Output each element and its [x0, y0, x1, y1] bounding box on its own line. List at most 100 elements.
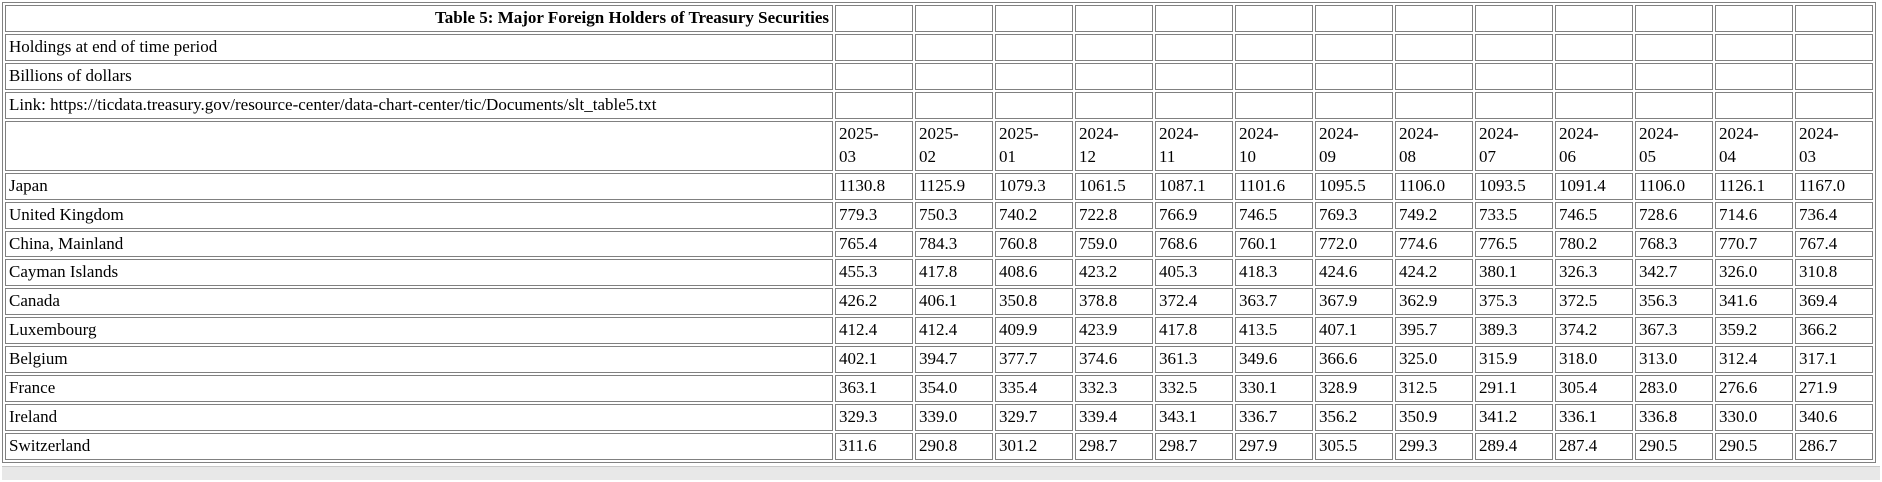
- value-cell: 310.8: [1795, 259, 1873, 287]
- value-cell: 1079.3: [995, 172, 1073, 200]
- empty-cell: [835, 62, 913, 90]
- value-cell: 305.5: [1315, 433, 1393, 460]
- value-cell: 746.5: [1235, 201, 1313, 229]
- value-cell: 1087.1: [1155, 172, 1233, 200]
- value-cell: 340.6: [1795, 404, 1873, 432]
- value-cell: 343.1: [1155, 404, 1233, 432]
- empty-cell: [1155, 33, 1233, 61]
- value-cell: 424.2: [1395, 259, 1473, 287]
- value-cell: 361.3: [1155, 346, 1233, 374]
- value-cell: 332.5: [1155, 375, 1233, 403]
- value-cell: 286.7: [1795, 433, 1873, 460]
- value-cell: 312.4: [1715, 346, 1793, 374]
- value-cell: 418.3: [1235, 259, 1313, 287]
- value-cell: 455.3: [835, 259, 913, 287]
- value-cell: 394.7: [915, 346, 993, 374]
- value-cell: 714.6: [1715, 201, 1793, 229]
- value-cell: 318.0: [1555, 346, 1633, 374]
- value-cell: 326.3: [1555, 259, 1633, 287]
- empty-cell: [1715, 91, 1793, 119]
- value-cell: 423.9: [1075, 317, 1153, 345]
- value-cell: 326.0: [1715, 259, 1793, 287]
- table-title: Table 5: Major Foreign Holders of Treasu…: [5, 5, 833, 32]
- empty-cell: [1475, 5, 1553, 32]
- empty-cell: [1315, 91, 1393, 119]
- empty-cell: [1395, 33, 1473, 61]
- empty-cell: [1635, 5, 1713, 32]
- value-cell: 298.7: [1155, 433, 1233, 460]
- value-cell: 374.6: [1075, 346, 1153, 374]
- value-cell: 336.8: [1635, 404, 1713, 432]
- value-cell: 329.3: [835, 404, 913, 432]
- value-cell: 301.2: [995, 433, 1073, 460]
- value-cell: 417.8: [915, 259, 993, 287]
- value-cell: 1091.4: [1555, 172, 1633, 200]
- row-label: Switzerland: [5, 433, 833, 460]
- row-label: Canada: [5, 288, 833, 316]
- value-cell: 409.9: [995, 317, 1073, 345]
- value-cell: 749.2: [1395, 201, 1473, 229]
- value-cell: 330.0: [1715, 404, 1793, 432]
- empty-cell: [1555, 33, 1633, 61]
- value-cell: 768.3: [1635, 230, 1713, 258]
- empty-cell: [1155, 5, 1233, 32]
- value-cell: 377.7: [995, 346, 1073, 374]
- value-cell: 776.5: [1475, 230, 1553, 258]
- empty-cell: [1795, 62, 1873, 90]
- empty-cell: [1555, 91, 1633, 119]
- value-cell: 760.1: [1235, 230, 1313, 258]
- value-cell: 423.2: [1075, 259, 1153, 287]
- data-row-united-kingdom: United Kingdom 779.3 750.3 740.2 722.8 766.9 7…: [5, 201, 1873, 229]
- value-cell: 766.9: [1155, 201, 1233, 229]
- empty-cell: [1235, 91, 1313, 119]
- empty-cell: [835, 33, 913, 61]
- empty-cell: [1395, 5, 1473, 32]
- empty-cell: [995, 33, 1073, 61]
- value-cell: 768.6: [1155, 230, 1233, 258]
- value-cell: 405.3: [1155, 259, 1233, 287]
- data-body: Japan 1130.8 1125.9 1079.3 1061.5 1087.1 1101.…: [5, 172, 1873, 460]
- value-cell: 760.8: [995, 230, 1073, 258]
- corner-cell: [5, 120, 833, 171]
- value-cell: 1106.0: [1395, 172, 1473, 200]
- value-cell: 311.6: [835, 433, 913, 460]
- link-row: Link: https://ticdata.treasury.gov/resou…: [5, 91, 1873, 119]
- value-cell: 369.4: [1795, 288, 1873, 316]
- column-header-2024-04: 2024- 04: [1715, 120, 1793, 171]
- data-row-belgium: Belgium 402.1 394.7 377.7 374.6 361.3 349.6 366…: [5, 346, 1873, 374]
- value-cell: 372.4: [1155, 288, 1233, 316]
- treasury-holders-table: Table 5: Major Foreign Holders of Treasu…: [2, 2, 1876, 463]
- value-cell: 740.2: [995, 201, 1073, 229]
- value-cell: 305.4: [1555, 375, 1633, 403]
- data-row-switzerland: Switzerland 311.6 290.8 301.2 298.7 298.7 297.…: [5, 433, 1873, 460]
- data-row-china-mainland: China, Mainland 765.4 784.3 760.8 759.0 768.6…: [5, 230, 1873, 258]
- column-header-2024-05: 2024- 05: [1635, 120, 1713, 171]
- value-cell: 349.6: [1235, 346, 1313, 374]
- bottom-edge-strip: [2, 466, 1880, 480]
- column-header-2025-02: 2025- 02: [915, 120, 993, 171]
- column-header-2025-03: 2025- 03: [835, 120, 913, 171]
- data-row-canada: Canada 426.2 406.1 350.8 378.8 372.4 363.7 367.…: [5, 288, 1873, 316]
- row-label: Japan: [5, 172, 833, 200]
- value-cell: 389.3: [1475, 317, 1553, 345]
- empty-cell: [915, 33, 993, 61]
- data-row-france: France 363.1 354.0 335.4 332.3 332.5 330.1 328.…: [5, 375, 1873, 403]
- value-cell: 289.4: [1475, 433, 1553, 460]
- value-cell: 359.2: [1715, 317, 1793, 345]
- value-cell: 363.7: [1235, 288, 1313, 316]
- value-cell: 372.5: [1555, 288, 1633, 316]
- value-cell: 367.3: [1635, 317, 1713, 345]
- value-cell: 354.0: [915, 375, 993, 403]
- value-cell: 424.6: [1315, 259, 1393, 287]
- empty-cell: [1395, 62, 1473, 90]
- empty-cell: [995, 5, 1073, 32]
- value-cell: 395.7: [1395, 317, 1473, 345]
- value-cell: 336.7: [1235, 404, 1313, 432]
- empty-cell: [1075, 62, 1153, 90]
- data-row-cayman-islands: Cayman Islands 455.3 417.8 408.6 423.2 405.3 4…: [5, 259, 1873, 287]
- row-label: Luxembourg: [5, 317, 833, 345]
- column-header-2024-12: 2024- 12: [1075, 120, 1153, 171]
- value-cell: 291.1: [1475, 375, 1553, 403]
- column-header-2025-01: 2025- 01: [995, 120, 1073, 171]
- value-cell: 339.0: [915, 404, 993, 432]
